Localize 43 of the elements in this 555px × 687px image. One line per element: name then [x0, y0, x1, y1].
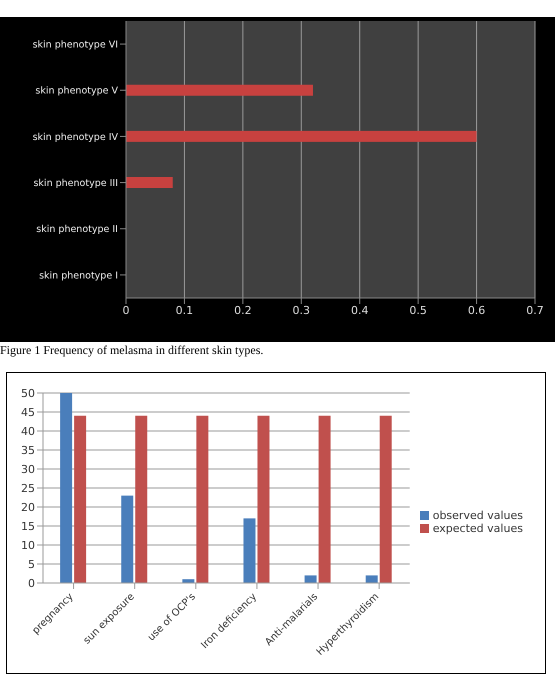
bar: [182, 579, 194, 583]
bar: [257, 416, 270, 583]
bar: [135, 416, 148, 583]
y-tick-label: 5: [28, 558, 35, 571]
bar: [304, 575, 317, 583]
legend-label: observed values: [432, 509, 523, 522]
x-tick-label: 0.5: [409, 304, 427, 317]
y-tick-label: 45: [21, 406, 35, 419]
bar: [121, 496, 134, 583]
bar: [318, 416, 331, 583]
y-tick-label: skin phenotype III: [33, 178, 118, 189]
y-tick-label: skin phenotype VI: [32, 39, 118, 50]
bar: [366, 575, 378, 583]
x-tick-label: 0.1: [176, 304, 194, 317]
y-tick-label: skin phenotype II: [36, 224, 118, 236]
x-tick-label: 0: [122, 304, 130, 317]
y-tick-label: 0: [28, 576, 35, 590]
bar: [60, 393, 72, 583]
x-tick-label: 0.7: [526, 304, 544, 317]
y-tick-label: 10: [21, 538, 35, 552]
y-tick-label: 40: [21, 424, 35, 438]
y-tick-label: 15: [21, 520, 35, 533]
bar: [74, 416, 86, 583]
bar: [243, 518, 256, 583]
bar: [126, 177, 173, 188]
y-tick-label: 35: [21, 444, 35, 457]
y-tick-label: 25: [21, 482, 35, 495]
caption: Figure 1 Frequency of melasma in different skin types.: [0, 343, 264, 358]
x-tick-label: 0.2: [234, 304, 252, 317]
x-tick-label: 0.3: [292, 304, 310, 317]
x-tick-label: 0.4: [350, 304, 368, 317]
x-tick-label: 0.6: [468, 304, 486, 317]
y-tick-label: skin phenotype I: [39, 270, 118, 282]
bar: [380, 416, 392, 583]
y-tick-label: 20: [21, 500, 35, 514]
bar: [126, 84, 313, 96]
y-tick-label: 30: [21, 462, 35, 476]
bar: [126, 130, 477, 142]
y-tick-label: skin phenotype IV: [32, 132, 118, 143]
bar: [196, 416, 208, 583]
y-tick-label: skin phenotype V: [35, 86, 118, 97]
legend-label: expected values: [432, 522, 523, 535]
y-tick-label: 50: [21, 386, 35, 400]
